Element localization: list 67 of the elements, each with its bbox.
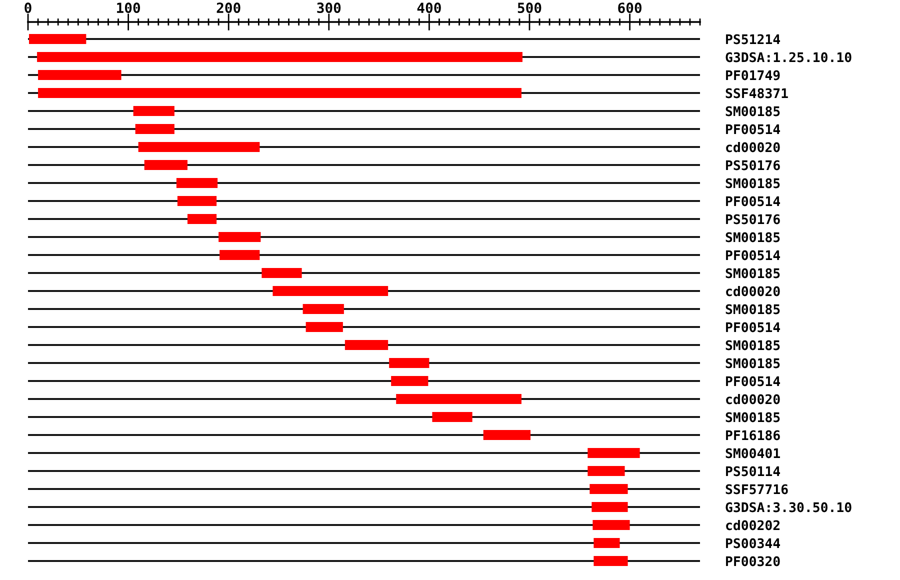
bar bbox=[594, 556, 628, 566]
bar bbox=[391, 376, 428, 386]
bar bbox=[220, 250, 260, 260]
y-tick-label: PF00514 bbox=[726, 376, 780, 386]
bar bbox=[176, 178, 218, 188]
bar bbox=[218, 232, 261, 242]
x-tick-label: 500 bbox=[518, 2, 542, 14]
y-tick-label: SM00185 bbox=[726, 106, 780, 116]
bar bbox=[483, 430, 530, 440]
y-tick-label: PS00344 bbox=[726, 538, 780, 548]
x-tick-label: 400 bbox=[417, 2, 441, 14]
y-tick-label: SM00185 bbox=[726, 268, 780, 278]
bar bbox=[306, 322, 343, 332]
bar bbox=[302, 304, 344, 314]
bar bbox=[144, 160, 188, 170]
y-tick-label: PS50176 bbox=[726, 160, 780, 170]
y-tick-label: cd00020 bbox=[726, 394, 780, 404]
bar bbox=[177, 196, 217, 206]
bar bbox=[592, 520, 630, 530]
bar bbox=[272, 286, 388, 296]
bar bbox=[588, 448, 640, 458]
bar bbox=[38, 70, 122, 80]
y-tick-label: PF00514 bbox=[726, 124, 780, 134]
y-tick-label: SSF48371 bbox=[726, 88, 788, 98]
bar bbox=[588, 466, 625, 476]
x-tick-label: 300 bbox=[317, 2, 341, 14]
bar bbox=[29, 34, 86, 44]
y-tick-label: SM00185 bbox=[726, 178, 780, 188]
y-tick-label: PS51214 bbox=[726, 34, 780, 44]
bar bbox=[344, 340, 388, 350]
bar bbox=[432, 412, 472, 422]
bar bbox=[138, 142, 260, 152]
bar bbox=[396, 394, 522, 404]
bar bbox=[133, 106, 174, 116]
y-tick-label: cd00020 bbox=[726, 142, 780, 152]
y-tick-label: PF00514 bbox=[726, 250, 780, 260]
bar bbox=[594, 538, 620, 548]
x-tick-label: 100 bbox=[117, 2, 140, 14]
bar bbox=[187, 214, 217, 224]
bar bbox=[590, 484, 628, 494]
bar bbox=[262, 268, 302, 278]
y-tick-label: PF01749 bbox=[726, 70, 780, 80]
y-tick-label: SM00185 bbox=[726, 358, 780, 368]
y-tick-label: SM00185 bbox=[726, 304, 780, 314]
x-tick-label: 0 bbox=[24, 2, 32, 14]
y-tick-label: cd00020 bbox=[726, 286, 780, 296]
y-tick-label: SSF57716 bbox=[726, 484, 788, 494]
y-tick-label: PF00514 bbox=[726, 322, 780, 332]
y-tick-label: G3DSA:1.25.10.10 bbox=[726, 52, 852, 62]
y-tick-label: SM00185 bbox=[726, 412, 780, 422]
bar bbox=[592, 502, 628, 512]
y-tick-label: PF00320 bbox=[726, 556, 780, 566]
y-tick-label: SM00185 bbox=[726, 340, 780, 350]
bar bbox=[389, 358, 430, 368]
y-tick-label: cd00202 bbox=[726, 520, 780, 530]
y-tick-label: SM00401 bbox=[726, 448, 780, 458]
y-tick-label: PF16186 bbox=[726, 430, 780, 440]
x-tick-label: 200 bbox=[216, 2, 240, 14]
bar bbox=[135, 124, 174, 134]
y-tick-label: PS50176 bbox=[726, 214, 780, 224]
y-tick-label: SM00185 bbox=[726, 232, 780, 242]
x-tick-label: 600 bbox=[618, 2, 642, 14]
y-tick-label: PS50114 bbox=[726, 466, 780, 476]
y-tick-label: PF00514 bbox=[726, 196, 780, 206]
bar bbox=[38, 88, 522, 98]
y-tick-label: G3DSA:3.30.50.10 bbox=[726, 502, 852, 512]
bar bbox=[37, 52, 522, 62]
